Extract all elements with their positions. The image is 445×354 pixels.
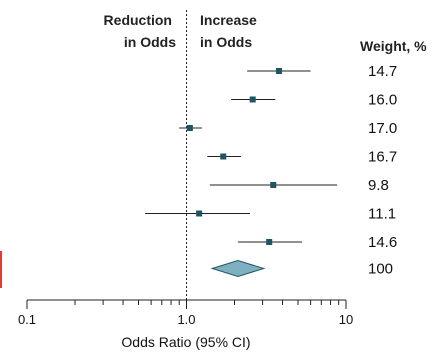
point-estimate-marker (275, 68, 282, 74)
study-row: 11.1 (145, 206, 396, 223)
weight-value: 9.8 (368, 177, 389, 194)
tick-label: 10 (339, 312, 353, 327)
point-estimate-marker (186, 125, 193, 131)
point-estimate-marker (196, 210, 203, 217)
direction-label-right-line1: Increase (200, 12, 257, 28)
point-estimate-marker (249, 96, 256, 103)
direction-label-right-line2: in Odds (200, 34, 252, 50)
pooled-weight-value: 100 (368, 261, 393, 278)
weight-value: 16.7 (368, 149, 397, 166)
study-row: 16.0 (230, 92, 397, 109)
weight-header: Weight, % (360, 38, 427, 54)
point-estimate-marker (266, 239, 273, 245)
x-axis-title: Odds Ratio (95% CI) (121, 334, 250, 350)
direction-label-left-line2: in Odds (124, 34, 176, 50)
study-row: 14.7 (247, 63, 397, 80)
pooled-estimate-diamond (210, 259, 266, 278)
x-axis: 0.1 1.0 10 Odds Ratio (95% CI) (18, 299, 353, 350)
direction-label-left-line1: Reduction (104, 12, 172, 28)
tick-label: 0.1 (18, 312, 36, 327)
weight-value: 17.0 (368, 120, 397, 137)
study-row: 9.8 (209, 177, 389, 194)
study-row: 14.6 (237, 234, 397, 251)
weight-value: 14.6 (368, 234, 397, 251)
pooled-row: 100 (210, 259, 393, 278)
weight-value: 11.1 (368, 206, 396, 223)
tick-label: 1.0 (177, 312, 195, 327)
study-row: 17.0 (179, 120, 397, 137)
point-estimate-marker (270, 182, 277, 188)
weight-value: 14.7 (368, 63, 397, 80)
x-axis-ticks: 0.1 1.0 10 (18, 300, 353, 327)
study-rows: 14.7 16.0 17.0 16.7 9.8 11.1 14.6 (145, 63, 397, 251)
point-estimate-marker (220, 153, 227, 160)
study-row: 16.7 (207, 149, 397, 166)
weight-value: 16.0 (368, 92, 397, 109)
